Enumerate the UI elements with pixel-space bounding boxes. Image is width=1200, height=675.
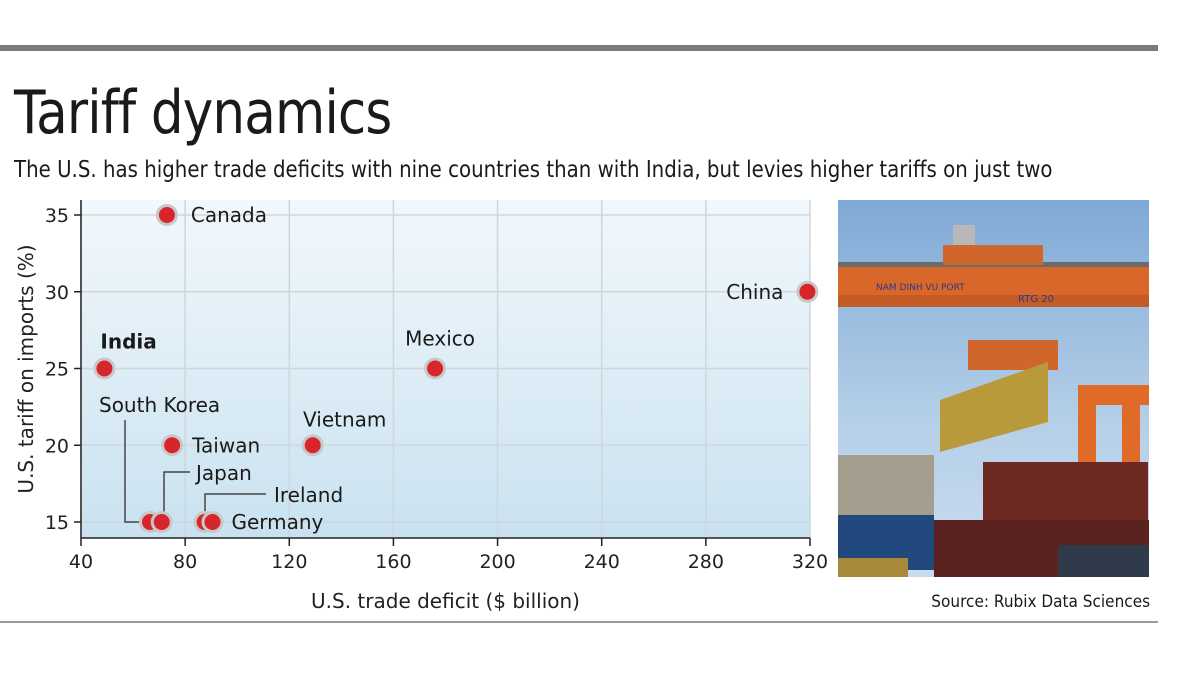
x-tick-label: 200 bbox=[479, 551, 515, 573]
data-point bbox=[204, 514, 221, 530]
x-tick-label: 280 bbox=[688, 551, 724, 573]
x-tick-label: 40 bbox=[69, 551, 93, 573]
point-label: South Korea bbox=[99, 393, 220, 417]
data-point bbox=[158, 207, 175, 223]
chart-title: Tariff dynamics bbox=[14, 78, 392, 148]
data-point bbox=[153, 514, 170, 530]
x-tick-label: 320 bbox=[792, 551, 828, 573]
point-label: Vietnam bbox=[303, 407, 386, 431]
chart-subtitle: The U.S. has higher trade deficits with … bbox=[14, 157, 1053, 183]
y-tick-label: 35 bbox=[45, 205, 69, 227]
point-label: Taiwan bbox=[191, 433, 260, 457]
source-note: Source: Rubix Data Sciences bbox=[931, 592, 1150, 612]
port-crane-container-icon: NAM DINH VU PORT RTG 20 bbox=[838, 225, 1149, 577]
x-tick-label: 160 bbox=[375, 551, 411, 573]
point-label: India bbox=[100, 330, 156, 354]
bottom-rule bbox=[0, 621, 1158, 623]
data-point bbox=[96, 360, 113, 377]
svg-text:NAM DINH VU PORT: NAM DINH VU PORT bbox=[876, 283, 965, 293]
data-point bbox=[799, 283, 816, 300]
scatter-chart: 40 80 120 160 200 240 280 320 15 20 25 30 35 U.S. tra… bbox=[14, 200, 828, 613]
point-label: Germany bbox=[231, 510, 323, 534]
y-tick-label: 30 bbox=[45, 282, 69, 304]
data-point bbox=[427, 360, 444, 377]
point-label: Ireland bbox=[274, 483, 343, 507]
svg-text:RTG 20: RTG 20 bbox=[1018, 294, 1054, 305]
x-axis-label: U.S. trade deficit ($ billion) bbox=[311, 589, 580, 613]
top-rule bbox=[0, 45, 1158, 51]
y-tick-label: 25 bbox=[45, 359, 69, 381]
y-tick-label: 20 bbox=[45, 435, 69, 457]
x-tick-label: 240 bbox=[584, 551, 620, 573]
point-label: Canada bbox=[191, 203, 267, 227]
point-label: Japan bbox=[194, 461, 252, 485]
y-axis-label: U.S. tariff on imports (%) bbox=[14, 244, 38, 493]
data-point bbox=[304, 437, 321, 454]
x-tick-label: 120 bbox=[271, 551, 307, 573]
leader-line bbox=[204, 493, 266, 516]
x-tick-label: 80 bbox=[173, 551, 197, 573]
data-point bbox=[164, 437, 181, 454]
point-label: China bbox=[726, 280, 783, 304]
y-tick-label: 15 bbox=[45, 512, 69, 534]
leader-line bbox=[163, 471, 190, 522]
point-label: Mexico bbox=[405, 327, 475, 351]
port-crane-photo: NAM DINH VU PORT RTG 20 bbox=[838, 200, 1149, 577]
